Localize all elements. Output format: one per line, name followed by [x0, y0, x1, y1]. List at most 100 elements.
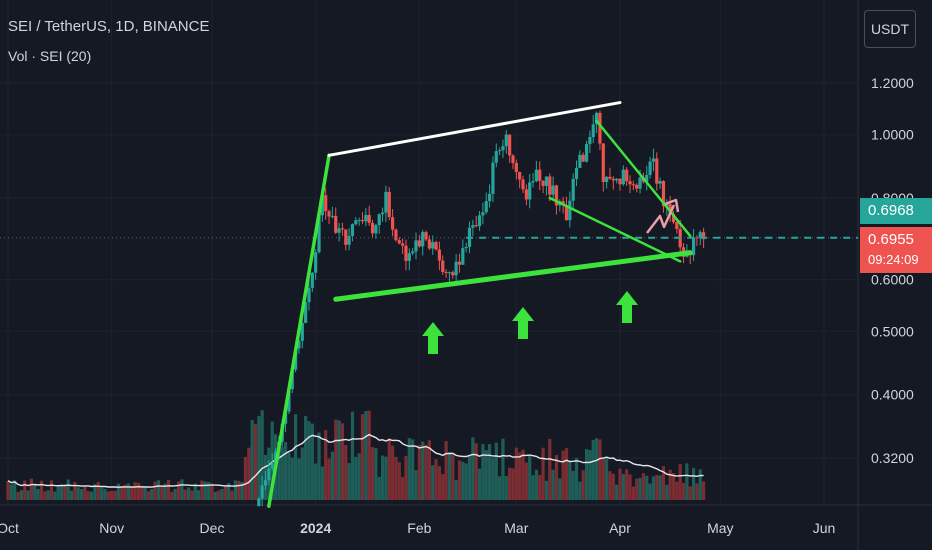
volume-ma-line — [7, 433, 704, 488]
candle-body — [390, 217, 395, 230]
candle-body — [618, 178, 622, 185]
volume-bar — [186, 487, 191, 500]
candle-body — [521, 179, 525, 190]
candle-body — [538, 169, 542, 181]
volume-bar — [651, 476, 656, 500]
candle-body — [304, 302, 308, 323]
volume-bar — [126, 483, 130, 500]
candle-body — [347, 235, 351, 245]
y-tick-label: 1.0000 — [871, 127, 914, 143]
candle-body — [591, 124, 595, 138]
volume-bar — [283, 442, 288, 500]
volume-bar — [207, 482, 211, 500]
candle-body — [601, 143, 605, 182]
candle-body — [451, 272, 455, 276]
volume-bar — [337, 420, 341, 500]
volume-bar — [33, 483, 37, 500]
volume-bar — [521, 449, 525, 500]
volume-bar — [230, 490, 234, 500]
volume-bar — [434, 459, 438, 500]
candle-body — [297, 340, 301, 349]
x-tick-label: 2024 — [300, 520, 331, 536]
volume-bar — [90, 491, 94, 500]
volume-bar — [441, 474, 445, 500]
candle-body — [414, 240, 418, 252]
candle-body — [421, 232, 425, 247]
volume-bar — [197, 490, 201, 500]
volume-bar — [79, 489, 84, 500]
volume-bar — [645, 475, 649, 500]
volume-bar — [327, 458, 331, 500]
candle-body — [645, 174, 649, 182]
current-price-value: 0.6955 — [868, 231, 914, 248]
plot-area — [0, 0, 858, 505]
candle-body — [524, 189, 528, 200]
volume-bar — [387, 438, 391, 500]
volume-bar — [176, 481, 181, 500]
candle-body — [554, 185, 559, 206]
volume-bar — [702, 481, 706, 500]
volume-bar — [444, 441, 448, 500]
volume-bar — [404, 455, 408, 500]
volume-bar — [374, 448, 378, 500]
volume-bar — [156, 480, 161, 500]
candle-body — [401, 243, 405, 246]
candle-body — [511, 155, 515, 163]
candle-body — [357, 220, 361, 222]
candle-body — [431, 242, 435, 249]
volume-bar — [508, 467, 512, 500]
volume-bar — [504, 476, 508, 500]
volume-bar — [621, 473, 625, 500]
volume-bar — [354, 456, 358, 500]
volume-bar — [431, 465, 435, 500]
candle-body — [594, 112, 599, 125]
y-tick-label: 0.6000 — [871, 272, 914, 288]
volume-bar — [163, 483, 167, 500]
volume-bar — [59, 484, 64, 500]
volume-bar — [685, 463, 689, 500]
volume-bar — [591, 439, 595, 500]
volume-bar — [561, 450, 565, 500]
volume-bar — [384, 456, 388, 500]
candle-body — [658, 181, 662, 184]
volume-bar — [304, 415, 308, 500]
currency-button[interactable]: USDT — [864, 10, 916, 48]
candle-body — [427, 239, 431, 249]
volume-bar — [611, 473, 615, 500]
candle-body — [625, 169, 629, 182]
current-price-tag: 0.6955 09:24:09 — [860, 227, 932, 273]
candle-body — [354, 220, 358, 225]
volume-bar — [581, 470, 585, 500]
candle-body — [387, 191, 391, 218]
x-tick-label: Apr — [609, 520, 631, 536]
volume-bar — [584, 449, 589, 500]
volume-bar — [43, 491, 47, 500]
candle-body — [551, 185, 555, 195]
volume-bar — [421, 441, 425, 500]
candle-body — [651, 158, 656, 162]
candle-body — [628, 181, 632, 185]
candle-body — [364, 214, 368, 222]
volume-bar — [277, 452, 281, 500]
volume-bar — [290, 457, 294, 500]
volume-bar — [498, 476, 502, 500]
x-tick-label: Dec — [200, 520, 225, 536]
volume-bar — [314, 463, 318, 500]
volume-bar — [598, 439, 602, 500]
volume-bar — [350, 411, 355, 500]
volume-bar — [691, 467, 696, 500]
volume-bar — [407, 438, 411, 500]
last-price-tag: 0.6968 — [860, 198, 932, 224]
volume-bar — [605, 456, 609, 500]
candle-body — [608, 176, 612, 179]
candle-body — [568, 200, 572, 221]
candle-body — [407, 253, 411, 261]
volume-bar — [29, 478, 34, 500]
volume-bar — [297, 458, 301, 500]
volume-bar — [564, 448, 569, 500]
volume-bar — [544, 480, 549, 500]
candle-body — [615, 178, 619, 181]
candle-body — [691, 237, 696, 256]
candle-body — [481, 212, 485, 216]
